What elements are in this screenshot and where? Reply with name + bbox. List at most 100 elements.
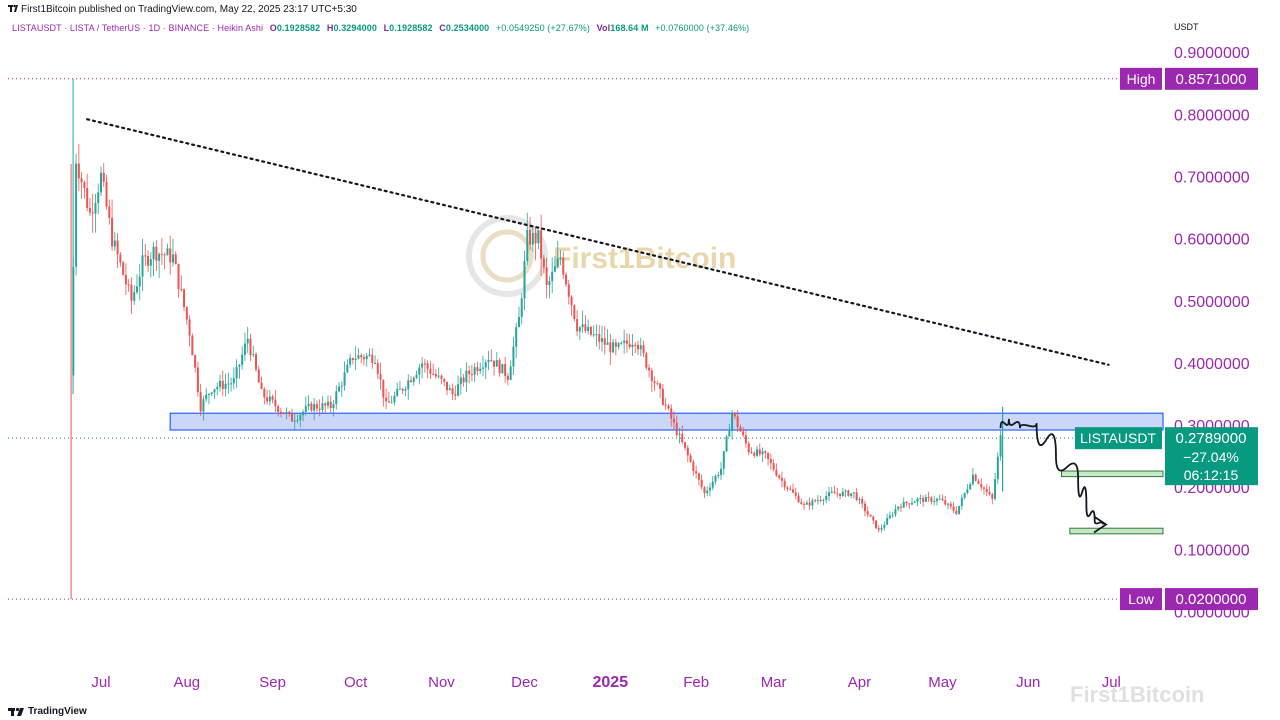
candle-6 bbox=[88, 198, 91, 217]
candle-body bbox=[329, 401, 332, 409]
candle-204 bbox=[636, 340, 639, 355]
candle-body bbox=[720, 468, 723, 475]
candle-body bbox=[634, 344, 637, 346]
candle-323 bbox=[966, 484, 969, 495]
candle-53 bbox=[219, 374, 222, 392]
candle-body bbox=[160, 253, 163, 255]
candle-174 bbox=[553, 256, 556, 273]
time-tick-label: Dec bbox=[511, 674, 538, 691]
candle-230 bbox=[708, 482, 711, 497]
candle-body bbox=[728, 431, 731, 437]
candle-298 bbox=[897, 506, 900, 512]
watermark: First1Bitcoin bbox=[466, 215, 736, 297]
candle-227 bbox=[700, 474, 703, 490]
candle-body bbox=[808, 502, 811, 506]
candle-body bbox=[360, 355, 363, 358]
candle-body bbox=[985, 488, 988, 492]
candle-280 bbox=[847, 489, 850, 497]
candle-body bbox=[584, 324, 587, 331]
low-label: L bbox=[383, 23, 390, 33]
candle-186 bbox=[587, 319, 590, 335]
candle-235 bbox=[722, 450, 725, 475]
candle-body bbox=[102, 172, 105, 182]
candle-297 bbox=[894, 504, 897, 517]
candle-body bbox=[905, 501, 908, 504]
candle-136 bbox=[448, 384, 451, 391]
candle-body bbox=[589, 326, 592, 335]
candle-body bbox=[531, 233, 534, 245]
candle-3 bbox=[80, 172, 83, 199]
candle-65 bbox=[252, 345, 255, 358]
candle-body bbox=[686, 447, 689, 456]
candle-170 bbox=[542, 254, 545, 274]
candle-292 bbox=[880, 524, 883, 533]
candle-body bbox=[648, 367, 651, 371]
candle-body bbox=[446, 381, 448, 391]
candle-122 bbox=[410, 376, 413, 383]
candle-body bbox=[310, 403, 313, 411]
symbol-title[interactable]: LISTAUSDT · LISTA / TetherUS · 1D · BINA… bbox=[12, 23, 264, 33]
candle-body bbox=[603, 338, 606, 345]
candle-118 bbox=[398, 380, 401, 390]
candle-147 bbox=[479, 362, 482, 374]
candle-body bbox=[850, 493, 853, 496]
candle-body bbox=[412, 377, 415, 382]
candle-body bbox=[194, 355, 197, 368]
candle-28 bbox=[149, 252, 152, 278]
candle-body bbox=[789, 488, 792, 490]
candle-body bbox=[565, 274, 568, 285]
currency-label: USDT bbox=[1174, 22, 1199, 32]
candle-178 bbox=[565, 271, 568, 287]
candle-body bbox=[255, 354, 258, 370]
candle-body bbox=[80, 178, 83, 183]
candle-body bbox=[166, 248, 169, 256]
candle-body bbox=[526, 229, 529, 262]
candle-334 bbox=[996, 452, 999, 484]
candle-39 bbox=[180, 275, 183, 292]
candle-191 bbox=[601, 325, 604, 352]
price-axis[interactable]: 0.9000000 0.8000000 0.7000000 0.6000000 0.50… bbox=[1174, 45, 1250, 621]
candle-body bbox=[780, 477, 783, 481]
candle-105 bbox=[362, 354, 365, 366]
candle-82 bbox=[299, 412, 302, 427]
candle-body bbox=[841, 491, 844, 496]
candle-273 bbox=[827, 487, 830, 502]
candle-body bbox=[440, 375, 443, 379]
time-axis[interactable]: Jul Aug Sep Oct Nov Dec 2025 Feb Mar Apr May Jun Jul bbox=[91, 674, 1121, 691]
candle-137 bbox=[451, 383, 454, 400]
candle-body bbox=[246, 338, 249, 344]
candle-body bbox=[839, 493, 842, 496]
candle-131 bbox=[434, 369, 437, 379]
candle-92 bbox=[326, 395, 329, 409]
candle-195 bbox=[612, 338, 615, 354]
candle-body bbox=[335, 391, 338, 405]
footer-brand[interactable]: TradingView bbox=[8, 706, 87, 717]
candle-143 bbox=[468, 365, 471, 384]
candle-193 bbox=[606, 329, 609, 345]
candle-body bbox=[141, 255, 144, 277]
candle-251 bbox=[767, 452, 770, 466]
target-zone-1 bbox=[1060, 470, 1164, 478]
candle-body bbox=[390, 402, 393, 404]
candle-body bbox=[722, 451, 725, 469]
candle-body bbox=[941, 498, 944, 501]
time-tick-label: Oct bbox=[344, 674, 368, 691]
candle-216 bbox=[670, 404, 673, 427]
candle-232 bbox=[714, 474, 717, 485]
candle-body bbox=[207, 393, 210, 395]
candle-128 bbox=[426, 360, 429, 379]
high-label: H bbox=[326, 23, 334, 33]
candle-91 bbox=[324, 402, 327, 413]
symbol-legend: LISTAUSDT · LISTA / TetherUS · 1D · BINA… bbox=[12, 23, 753, 33]
candle-body bbox=[149, 259, 152, 266]
candle-body bbox=[805, 502, 808, 505]
candle-body bbox=[861, 499, 864, 504]
candle-body bbox=[540, 230, 543, 259]
candle-177 bbox=[562, 251, 565, 279]
candle-116 bbox=[393, 391, 396, 406]
candle-87 bbox=[313, 398, 316, 421]
candle-body bbox=[382, 379, 385, 398]
candle-body bbox=[553, 266, 556, 272]
candle-124 bbox=[415, 370, 418, 379]
